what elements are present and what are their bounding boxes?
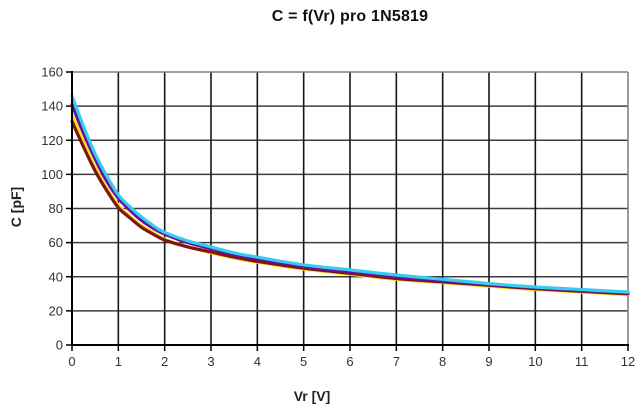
y-tick-label: 60 [49,235,63,250]
x-axis-title: Vr [V] [293,388,331,404]
x-tick-label: 9 [485,354,492,369]
curve-series-cyan [70,94,630,294]
x-tick-label: 5 [300,354,307,369]
x-tick-label: 10 [528,354,542,369]
y-tick-label: 100 [41,167,63,182]
x-tick-label: 1 [115,354,122,369]
x-tick-label: 11 [575,354,589,369]
y-tick-label: 80 [49,201,63,216]
x-tick-label: 7 [393,354,400,369]
x-tick-label: 3 [207,354,214,369]
x-tick-label: 0 [68,354,75,369]
y-tick-label: 160 [41,65,63,80]
chart-title: C = f(Vr) pro 1N5819 [271,8,429,25]
x-tick-label: 2 [161,354,168,369]
x-tick-label: 8 [439,354,446,369]
y-tick-label: 0 [56,338,63,353]
y-tick-label: 140 [41,99,63,114]
x-tick-label: 4 [254,354,261,369]
y-tick-label: 20 [49,303,63,318]
x-tick-label: 12 [621,354,635,369]
y-tick-label: 40 [49,269,63,284]
x-tick-label: 6 [346,354,353,369]
y-tick-label: 120 [41,133,63,148]
